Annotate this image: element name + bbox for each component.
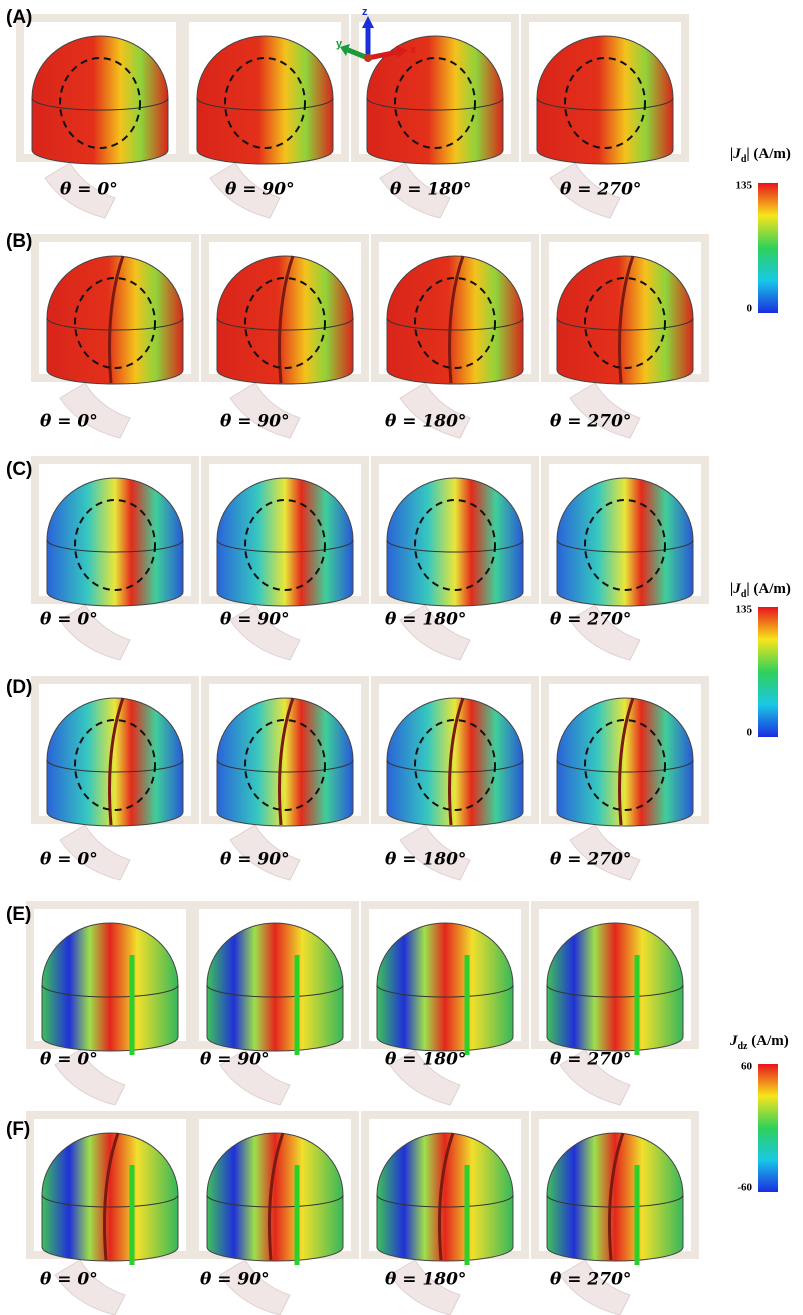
caption: θ = 0° (40, 850, 98, 870)
caption: θ = 0° (40, 1050, 98, 1070)
dome (377, 1133, 513, 1261)
colorbar-max: 135 (736, 604, 753, 616)
caption: θ = 90° (225, 180, 295, 200)
unit: | (A/m) (746, 581, 791, 597)
dome (47, 698, 183, 826)
caption: θ = 0° (40, 412, 98, 432)
symbol: |J (730, 581, 741, 597)
dome (387, 478, 523, 606)
caption: θ = 180° (385, 412, 466, 432)
dome (557, 698, 693, 826)
dome-image (195, 905, 355, 1105)
caption: θ = 270° (550, 1050, 631, 1070)
panel-label: (C) (6, 459, 32, 480)
colorbar (758, 607, 778, 737)
colorbar (758, 183, 778, 313)
unit: (A/m) (748, 1033, 789, 1049)
caption: θ = 180° (385, 1050, 466, 1070)
dome (547, 1133, 683, 1261)
dome (42, 923, 178, 1051)
colorbar (758, 1064, 778, 1192)
panel-label: (F) (6, 1119, 30, 1140)
caption: θ = 0° (40, 610, 98, 630)
colorbar-min: 0 (747, 303, 753, 315)
dome (197, 36, 333, 164)
axis-label: x (410, 44, 417, 56)
panel-label: (A) (6, 7, 32, 28)
caption: θ = 270° (550, 610, 631, 630)
caption: θ = 0° (40, 1270, 98, 1290)
caption: θ = 270° (550, 850, 631, 870)
caption: θ = 270° (550, 412, 631, 432)
dome-image (35, 460, 195, 660)
dome-image (545, 238, 705, 438)
dome-image (535, 905, 695, 1105)
symbol: |J (730, 146, 741, 162)
dome (377, 923, 513, 1051)
caption: θ = 90° (220, 850, 290, 870)
dome (47, 256, 183, 384)
dome-image (545, 460, 705, 660)
caption: θ = 180° (385, 610, 466, 630)
caption: θ = 0° (60, 180, 118, 200)
dome (387, 256, 523, 384)
dome (537, 36, 673, 164)
panel-label: (B) (6, 231, 32, 252)
colorbar-min: 0 (747, 727, 753, 739)
dome (207, 1133, 343, 1261)
axis-label: z (362, 6, 368, 18)
caption: θ = 180° (385, 1270, 466, 1290)
dome (32, 36, 168, 164)
dome-image (205, 460, 365, 660)
caption: θ = 90° (200, 1270, 270, 1290)
dome (217, 478, 353, 606)
dome (387, 698, 523, 826)
dome (547, 923, 683, 1051)
caption: θ = 90° (200, 1050, 270, 1070)
caption: θ = 90° (220, 412, 290, 432)
panel-label: (E) (6, 904, 31, 925)
unit: | (A/m) (746, 146, 791, 162)
colorbar-min: -60 (737, 1182, 752, 1194)
caption: θ = 180° (390, 180, 471, 200)
dome (47, 478, 183, 606)
dome-image (30, 905, 190, 1105)
dome (217, 698, 353, 826)
dome (207, 923, 343, 1051)
caption: θ = 270° (550, 1270, 631, 1290)
panel-label: (D) (6, 677, 32, 698)
dome (557, 478, 693, 606)
dome (217, 256, 353, 384)
caption: θ = 270° (560, 180, 641, 200)
simulation-images (20, 18, 705, 1315)
dome-image (375, 238, 535, 438)
figure: z y x (A) θ = 0° θ = 90° θ = 180° θ = 270° (B… (0, 0, 803, 1315)
colorbar-max: 135 (736, 180, 753, 192)
colorbar-title: |Jd| (A/m) (730, 146, 791, 165)
caption: θ = 90° (220, 610, 290, 630)
axis-label: y (336, 38, 343, 50)
subscript: dz (738, 1041, 749, 1052)
colorbar-title: |Jd| (A/m) (730, 581, 791, 600)
colorbar-max: 60 (741, 1061, 753, 1073)
colorbar-title: Jdz (A/m) (729, 1033, 789, 1052)
caption: θ = 180° (385, 850, 466, 870)
dome (557, 256, 693, 384)
dome-image (205, 238, 365, 438)
dome-image (365, 905, 525, 1105)
dome (42, 1133, 178, 1261)
dome-image (375, 460, 535, 660)
dome-image (35, 238, 195, 438)
